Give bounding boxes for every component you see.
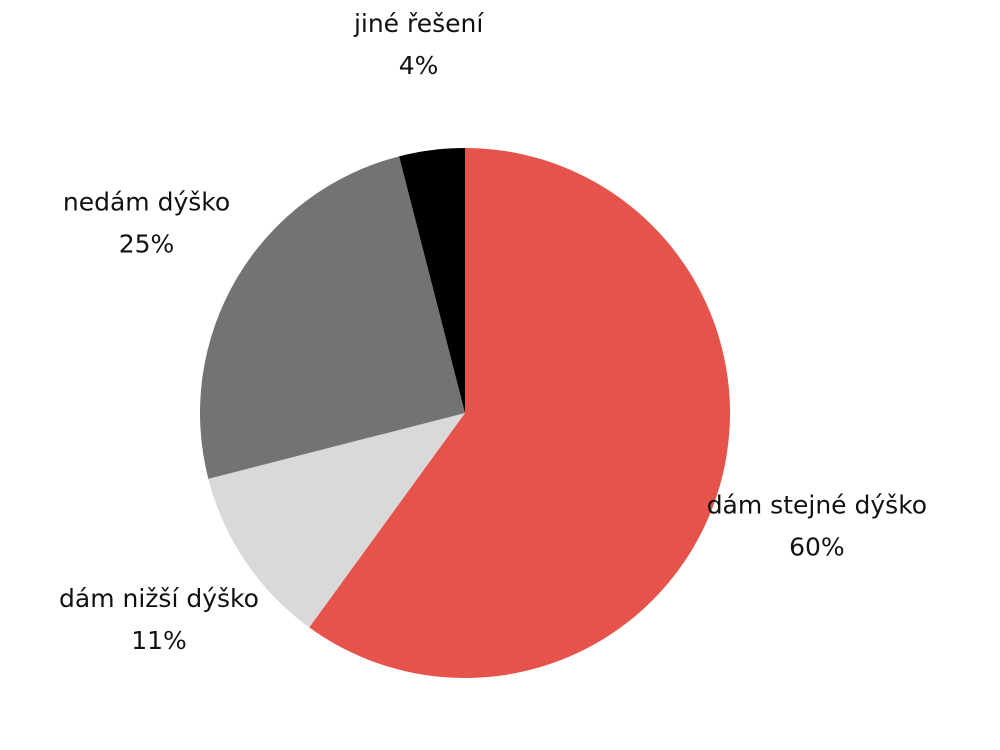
slice-label: nedám dýško	[63, 188, 230, 217]
pie-slice	[399, 148, 465, 413]
pie-slice	[309, 148, 730, 679]
slice-value-label: 60%	[789, 532, 845, 561]
slice-value-label: 11%	[131, 626, 187, 655]
pie-slice	[199, 156, 465, 479]
slice-label: jiné řešení	[353, 9, 484, 38]
slice-label: dám nižší dýško	[59, 584, 259, 613]
slice-value-label: 25%	[119, 230, 175, 259]
slice-label: dám stejné dýško	[707, 490, 927, 519]
slice-value-label: 4%	[399, 51, 439, 80]
pie-slice	[208, 413, 466, 628]
